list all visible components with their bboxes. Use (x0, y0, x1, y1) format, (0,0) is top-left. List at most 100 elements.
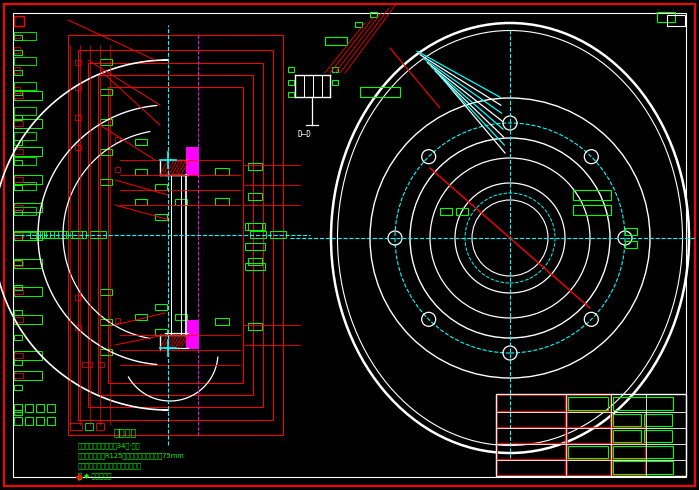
Bar (85, 423, 93, 430)
Bar (30, 231, 40, 238)
Bar (355, 22, 362, 27)
Bar (14, 93, 23, 98)
Bar (108, 87, 243, 383)
Bar (75, 295, 81, 300)
Bar (14, 121, 23, 126)
Bar (100, 59, 112, 65)
Bar (325, 37, 347, 45)
Bar (14, 203, 42, 212)
Bar (14, 233, 23, 238)
Bar (14, 132, 36, 140)
Bar (155, 184, 167, 190)
Bar (14, 371, 42, 380)
Bar (573, 205, 611, 215)
Bar (14, 210, 22, 215)
Bar (644, 430, 672, 442)
Bar (100, 349, 112, 355)
Bar (14, 50, 22, 55)
Bar (88, 63, 263, 407)
Bar (175, 314, 187, 320)
Bar (98, 362, 104, 367)
Bar (612, 460, 645, 475)
Bar (14, 32, 36, 40)
Bar (155, 214, 167, 220)
Bar (47, 417, 55, 425)
Bar (30, 231, 46, 238)
Bar (135, 139, 147, 145)
Bar (70, 423, 82, 430)
Bar (14, 231, 42, 240)
Bar (567, 428, 610, 443)
Bar (68, 35, 283, 435)
Bar (613, 414, 641, 426)
Bar (14, 417, 22, 425)
Bar (496, 394, 686, 476)
Bar (657, 12, 675, 22)
Bar (14, 119, 42, 128)
Bar (14, 182, 36, 190)
Bar (14, 175, 42, 184)
Bar (135, 199, 147, 205)
Text: 作动平衡，不平衡允差34克·重关: 作动平衡，不平衡允差34克·重关 (78, 442, 140, 449)
Bar (100, 119, 112, 125)
Bar (497, 460, 565, 475)
Bar (72, 231, 82, 238)
Bar (667, 15, 685, 26)
Bar (155, 329, 167, 335)
Bar (215, 168, 229, 175)
Bar (14, 47, 20, 53)
Bar (625, 241, 637, 248)
Bar (100, 319, 112, 325)
Bar (612, 444, 645, 459)
Bar (644, 414, 672, 426)
Bar (100, 289, 112, 295)
Bar (288, 67, 294, 72)
Bar (14, 410, 22, 415)
Bar (75, 145, 81, 150)
Bar (14, 82, 36, 90)
Bar (456, 208, 468, 215)
Bar (14, 373, 23, 378)
Bar (14, 140, 22, 145)
Bar (96, 423, 104, 430)
Bar (36, 417, 44, 425)
Bar (14, 87, 20, 93)
Bar (497, 428, 565, 443)
Bar (288, 80, 294, 85)
Bar (14, 360, 22, 365)
Bar (14, 160, 22, 165)
Bar (25, 417, 33, 425)
Bar (82, 362, 92, 367)
Bar (14, 287, 42, 296)
Bar (115, 167, 120, 172)
Bar (14, 107, 36, 115)
Bar (245, 223, 265, 230)
Bar (14, 67, 20, 73)
Bar (100, 89, 112, 95)
Bar (14, 91, 42, 100)
Bar (115, 137, 120, 142)
Bar (248, 323, 262, 330)
Bar (98, 75, 253, 395)
Bar (14, 232, 36, 240)
Text: 技术要求: 技术要求 (113, 427, 137, 437)
Bar (25, 404, 33, 412)
Bar (497, 395, 565, 411)
Bar (186, 320, 198, 348)
Bar (14, 57, 36, 65)
Bar (332, 67, 338, 72)
Bar (245, 263, 265, 270)
Text: 动平衡志重可在R125以上，但壁厚不得小于75mm: 动平衡志重可在R125以上，但壁厚不得小于75mm (78, 452, 185, 459)
Bar (155, 304, 167, 310)
Bar (14, 157, 36, 165)
Bar (612, 428, 645, 443)
Bar (14, 177, 23, 182)
Bar (100, 149, 112, 155)
Bar (248, 223, 262, 230)
Bar (215, 318, 229, 325)
Bar (248, 193, 262, 200)
Bar (14, 235, 22, 240)
Bar (14, 289, 23, 294)
Bar (14, 147, 42, 156)
Bar (613, 461, 673, 474)
